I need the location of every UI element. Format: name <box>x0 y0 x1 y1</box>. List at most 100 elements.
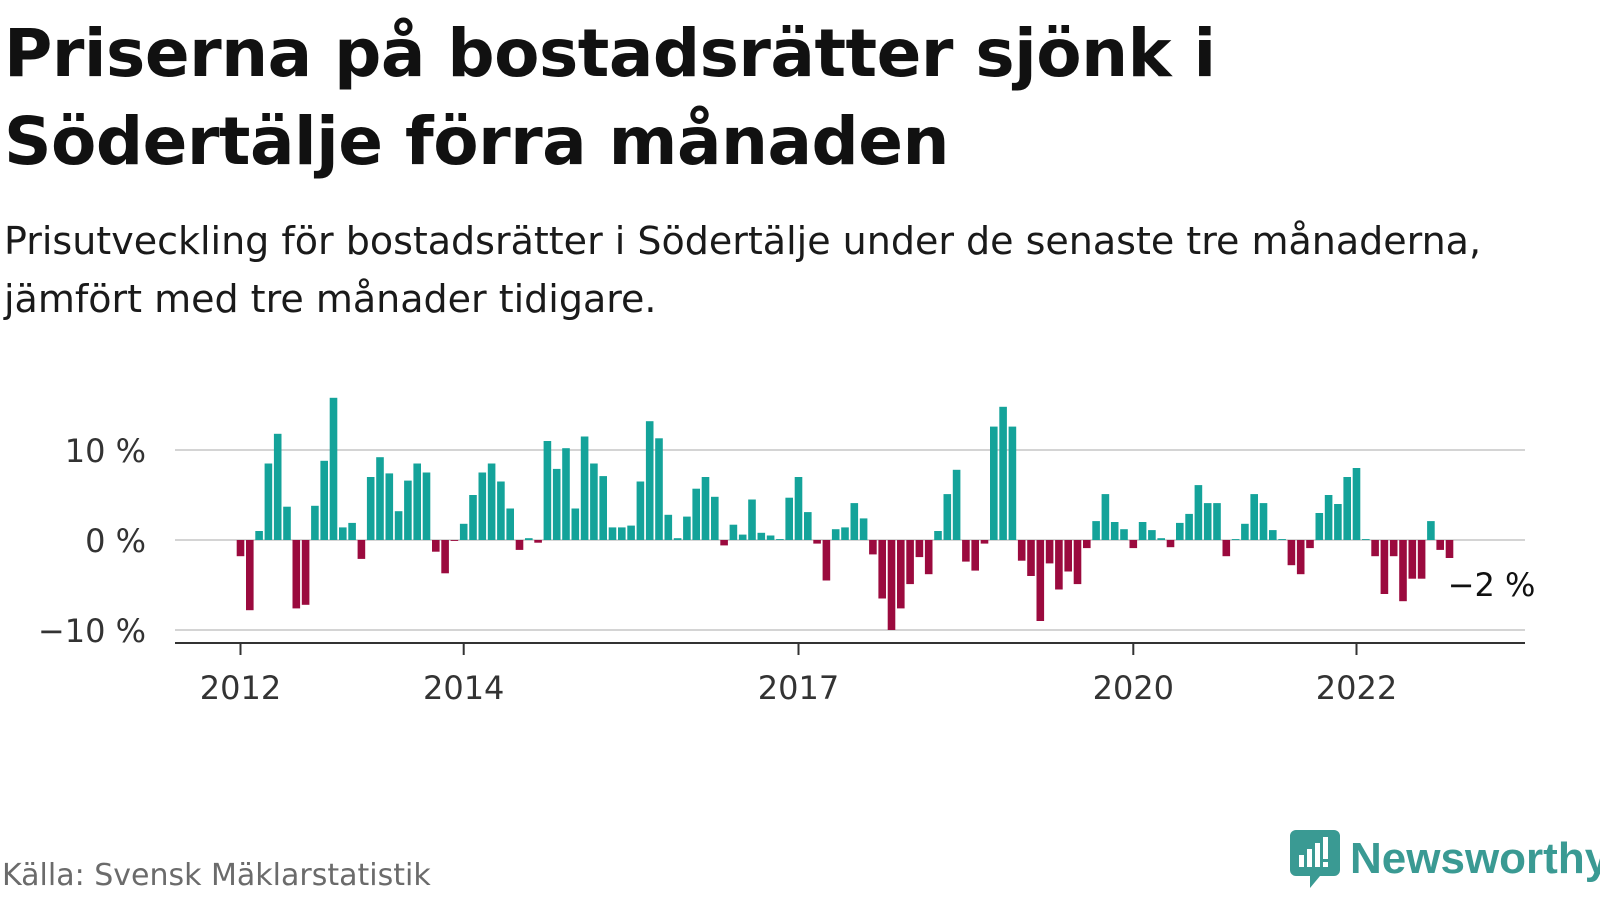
bar <box>292 540 301 609</box>
bar <box>673 538 682 540</box>
bar <box>478 472 487 540</box>
bar <box>320 460 328 540</box>
bar <box>1250 494 1258 540</box>
bar <box>311 505 319 540</box>
bar <box>887 540 896 630</box>
bar <box>952 469 961 540</box>
bar <box>1241 523 1249 540</box>
bar <box>1203 503 1212 540</box>
bar <box>404 480 412 540</box>
bar <box>1110 522 1119 540</box>
bar <box>934 531 942 540</box>
bar <box>385 473 394 540</box>
bar <box>980 540 989 544</box>
bar <box>729 524 738 540</box>
bar <box>738 534 747 540</box>
bar <box>776 539 784 540</box>
y-axis-labels: 10 % 0 % −10 % <box>38 432 146 650</box>
bar <box>562 448 570 540</box>
bar <box>962 540 970 562</box>
bar <box>1380 540 1389 594</box>
bar <box>1399 540 1407 602</box>
last-value-label: −2 % <box>1448 566 1536 604</box>
bar <box>1324 495 1333 540</box>
bar <box>1194 485 1203 540</box>
bar <box>841 527 849 540</box>
bar <box>264 463 273 540</box>
bar <box>301 540 310 605</box>
bar <box>683 516 691 540</box>
bar <box>1176 522 1184 540</box>
bar <box>1352 468 1361 540</box>
bar <box>813 540 821 544</box>
bar <box>599 476 607 540</box>
bar <box>1371 540 1379 557</box>
bar <box>831 529 840 540</box>
bar <box>580 436 589 540</box>
bar <box>1185 513 1193 540</box>
bar <box>590 463 598 540</box>
bar <box>422 472 431 540</box>
source-note: Källa: Svensk Mäklarstatistik <box>2 858 431 893</box>
bar <box>1055 540 1063 590</box>
bar <box>1045 540 1054 564</box>
bar <box>804 512 812 540</box>
bar <box>394 511 403 540</box>
bar <box>822 540 831 581</box>
x-tick-label: 2017 <box>758 669 839 707</box>
newsworthy-logo-icon <box>1290 830 1340 888</box>
bar <box>469 495 477 540</box>
bar <box>990 426 998 540</box>
bar <box>1157 538 1165 540</box>
bar <box>552 468 561 540</box>
brand-name: Newsworthy <box>1350 834 1600 883</box>
chart-subtitle: Prisutveckling för bostadsrätter i Söder… <box>4 219 1482 321</box>
bar <box>1259 503 1268 540</box>
bar <box>506 508 514 540</box>
bar <box>1306 540 1314 549</box>
bar <box>525 538 533 540</box>
bar <box>571 508 580 540</box>
bar <box>618 527 626 540</box>
bar <box>1027 540 1035 576</box>
bar <box>711 496 719 540</box>
bar <box>1064 540 1072 572</box>
bar <box>655 438 663 540</box>
bar <box>1315 513 1324 540</box>
bar <box>1008 426 1017 540</box>
bar <box>1092 521 1100 540</box>
bar <box>794 477 803 540</box>
bar <box>283 506 291 540</box>
brand-logo: Newsworthy <box>1290 830 1600 888</box>
bar <box>329 397 338 540</box>
x-tick-label: 2020 <box>1093 669 1174 707</box>
bar <box>1296 540 1305 575</box>
bar <box>357 540 366 559</box>
y-tick-label: −10 % <box>38 612 146 650</box>
bar <box>1389 540 1398 557</box>
bar <box>1278 539 1286 540</box>
bar <box>1343 477 1351 540</box>
bar <box>999 406 1007 540</box>
y-tick-label: 10 % <box>65 432 146 470</box>
bar <box>1362 539 1370 540</box>
x-tick-label: 2022 <box>1316 669 1397 707</box>
bar <box>515 540 524 550</box>
bar <box>1287 540 1296 566</box>
bar <box>1017 540 1026 561</box>
bar <box>692 488 700 540</box>
x-tick-label: 2014 <box>423 669 504 707</box>
bar <box>450 540 459 541</box>
bar <box>255 531 263 540</box>
bar <box>1231 539 1240 540</box>
bar <box>376 457 384 540</box>
bar <box>534 540 542 543</box>
bar <box>1427 521 1435 540</box>
bar <box>915 540 924 558</box>
bar <box>924 540 933 575</box>
bar <box>645 421 654 540</box>
bar <box>971 540 979 571</box>
bar <box>859 518 868 540</box>
bar <box>757 532 766 540</box>
y-tick-label: 0 % <box>85 522 146 560</box>
